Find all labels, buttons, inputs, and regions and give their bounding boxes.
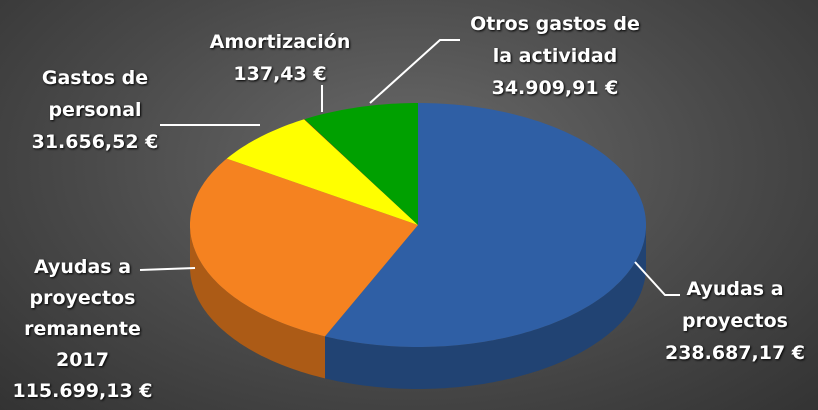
leader-lines — [139, 39, 680, 296]
category-label: Amortización — [209, 31, 351, 53]
category-label: Gastos de personal — [41, 67, 149, 121]
slice — [325, 103, 646, 347]
category-label: Ayudas a proyectos remanente 2017 — [24, 256, 141, 371]
value-label: 115.699,13 € — [12, 380, 153, 402]
slice-side — [325, 225, 646, 389]
value-label: 31.656,52 € — [31, 131, 159, 153]
slice-side — [190, 225, 325, 379]
value-label: 137,43 € — [233, 63, 327, 85]
pie — [190, 103, 646, 389]
leader-line — [634, 261, 680, 296]
value-label: 34.909,91 € — [491, 77, 619, 99]
data-label: Gastos de personal 31.656,52 € — [5, 62, 185, 158]
data-label: Ayudas a proyectos 238.687,17 € — [655, 273, 815, 369]
slice — [304, 103, 418, 225]
slice — [226, 119, 418, 225]
data-label: Otros gastos de la actividad 34.909,91 € — [450, 8, 660, 104]
data-label: Ayudas a proyectos remanente 2017 115.699… — [0, 252, 165, 407]
data-label: Amortización 137,43 € — [190, 26, 370, 90]
category-label: Otros gastos de la actividad — [470, 13, 640, 67]
value-label: 238.687,17 € — [664, 342, 806, 364]
leader-line — [369, 39, 460, 104]
leader-line — [139, 267, 196, 271]
slice — [190, 158, 418, 337]
category-label: Ayudas a proyectos — [681, 278, 788, 332]
slice — [304, 119, 418, 225]
